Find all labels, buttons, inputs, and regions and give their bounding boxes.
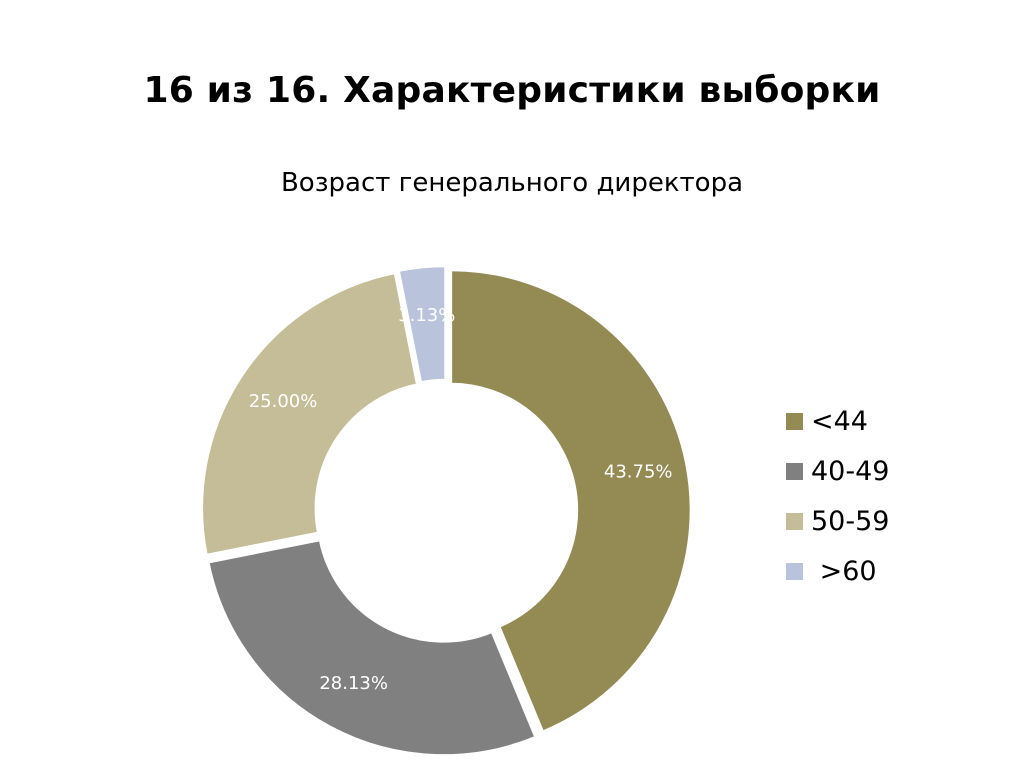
donut-slice-50-59 xyxy=(200,271,419,557)
donut-slice-60 xyxy=(397,264,447,384)
legend-swatch xyxy=(786,462,803,480)
chart-title: Возраст генерального директора xyxy=(280,168,744,198)
legend-swatch xyxy=(786,512,803,530)
legend-item-60: >60 xyxy=(786,546,986,596)
legend-item-44: <44 xyxy=(786,396,986,446)
donut-slice-44 xyxy=(449,268,693,733)
legend-item-40-49: 40-49 xyxy=(786,446,986,496)
legend-label: <44 xyxy=(811,405,868,437)
slide-title: 16 из 16. Характеристики выборки xyxy=(143,70,881,111)
legend-label: 50-59 xyxy=(811,505,890,537)
chart-legend: <44 40-49 50-59 >60 xyxy=(786,396,986,596)
legend-label: 40-49 xyxy=(811,455,890,487)
legend-label: >60 xyxy=(811,555,877,587)
legend-swatch xyxy=(786,562,803,580)
data-label-44: 43.75% xyxy=(604,462,673,483)
legend-swatch xyxy=(786,412,803,430)
legend-item-50-59: 50-59 xyxy=(786,496,986,546)
data-label-50-59: 25.00% xyxy=(249,391,318,412)
donut-slice-40-49 xyxy=(207,538,537,757)
data-label-40-49: 28.13% xyxy=(319,673,388,694)
data-label-60: 3.13% xyxy=(398,305,455,326)
